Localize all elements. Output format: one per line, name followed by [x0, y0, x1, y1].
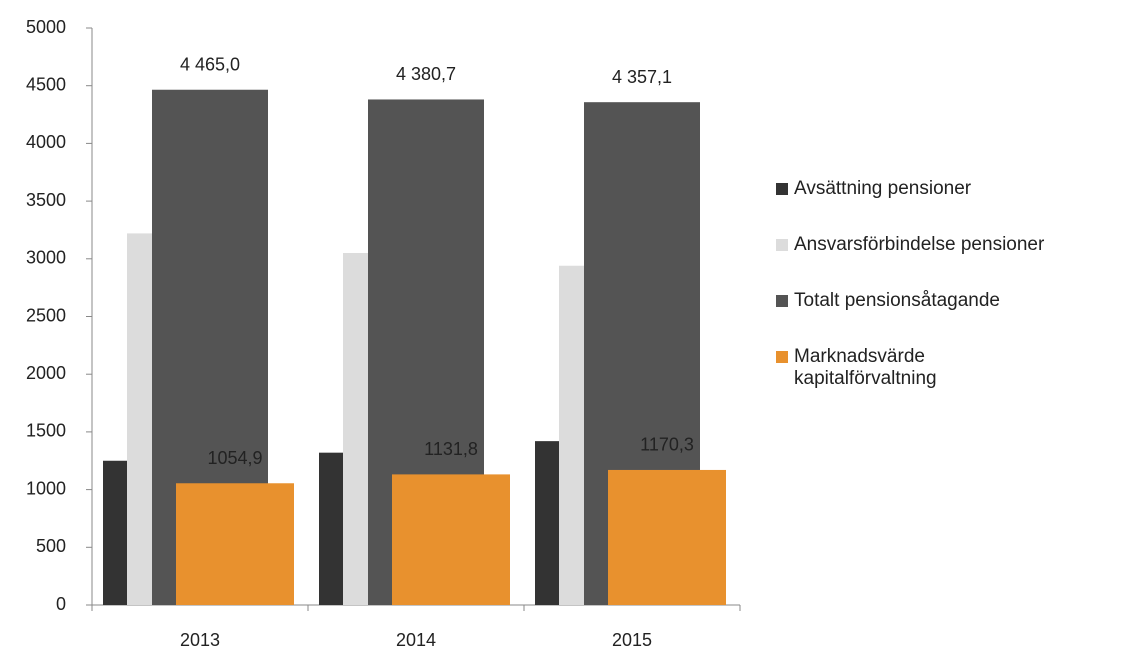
bar [176, 483, 294, 605]
x-tick-label: 2014 [396, 630, 436, 650]
legend-item: Totalt pensionsåtagande [776, 290, 1116, 312]
legend-item: Avsättning pensioner [776, 178, 1116, 200]
legend-swatch [776, 295, 788, 307]
legend: Avsättning pensioner Ansvarsförbindelse p… [776, 178, 1116, 424]
legend-swatch [776, 351, 788, 363]
x-tick-label: 2015 [612, 630, 652, 650]
y-tick-label: 0 [56, 594, 66, 614]
legend-item: Ansvarsförbindelse pensioner [776, 234, 1116, 256]
y-tick-label: 1000 [26, 478, 66, 498]
bar [608, 469, 726, 605]
y-tick-label: 5000 [26, 17, 66, 37]
x-tick-label: 2013 [180, 630, 220, 650]
bar [103, 460, 127, 605]
y-tick-label: 3500 [26, 190, 66, 210]
bar [535, 441, 559, 605]
data-label: 4 380,7 [396, 64, 456, 84]
y-tick-label: 1500 [26, 421, 66, 441]
legend-label: Avsättning pensioner [794, 178, 972, 199]
y-tick-label: 2000 [26, 363, 66, 383]
y-tick-label: 4000 [26, 132, 66, 152]
legend-swatch [776, 183, 788, 195]
y-tick-label: 500 [36, 536, 66, 556]
y-tick-label: 4500 [26, 74, 66, 94]
data-label: 1054,9 [207, 448, 262, 468]
bar [392, 474, 510, 605]
legend-label: Totalt pensionsåtagande [794, 290, 1000, 311]
data-label: 4 465,0 [180, 54, 240, 74]
chart: 0 500 1000 1500 2000 2500 3000 3500 4000 4500 5000… [26, 17, 741, 650]
legend-item: Marknadsvärde kapitalförvaltning [776, 346, 1116, 390]
legend-label: Ansvarsförbindelse pensioner [794, 234, 1045, 255]
legend-swatch [776, 239, 788, 251]
legend-label: Marknadsvärde kapitalförvaltning [794, 346, 937, 389]
data-label: 1131,8 [424, 439, 478, 459]
y-tick-label: 3000 [26, 248, 66, 268]
bar [319, 452, 343, 605]
y-tick-label: 2500 [26, 305, 66, 325]
data-label: 1170,3 [640, 435, 694, 455]
data-label: 4 357,1 [612, 67, 672, 87]
